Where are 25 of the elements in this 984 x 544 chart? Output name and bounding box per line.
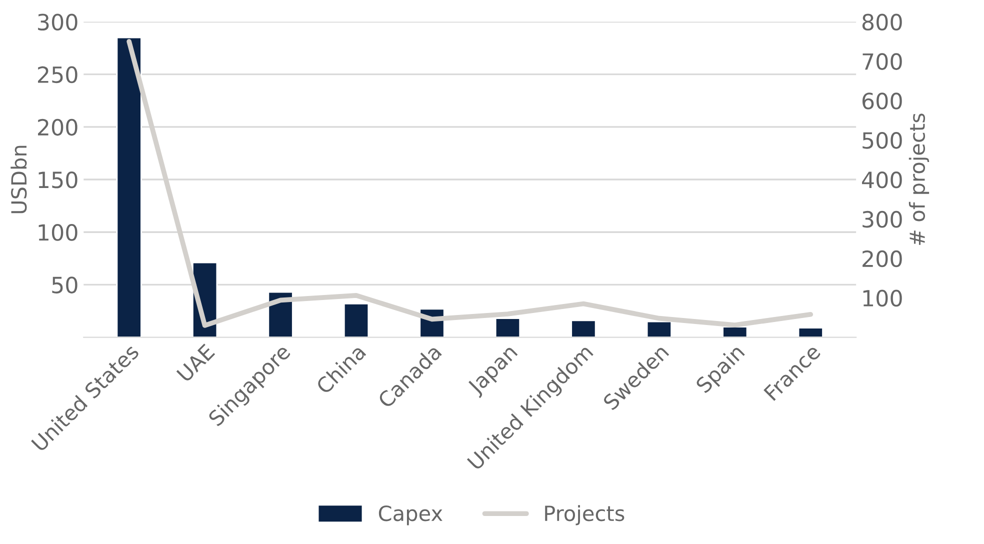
y2-tick-label: 100 — [863, 290, 902, 307]
bar — [798, 327, 824, 338]
y-tick-label: 200 — [38, 118, 78, 136]
y2-tick-label: 400 — [862, 171, 902, 188]
y2-tick-label: 200 — [862, 250, 902, 268]
y-tick-label: 50 — [52, 276, 78, 294]
y2-tick-label: 600 — [862, 92, 902, 110]
bar — [343, 302, 370, 338]
bar — [494, 318, 521, 338]
line-series — [126, 39, 814, 328]
y-tick-label: 250 — [38, 66, 78, 84]
y2-tick-label: 500 — [862, 132, 902, 149]
y-tick-label: 150 — [38, 171, 78, 188]
bar — [116, 36, 142, 338]
y2-tick-label: 700 — [862, 53, 902, 70]
bar — [646, 320, 672, 338]
y2-tick-label: 800 — [862, 14, 902, 31]
legend-label: Capex — [378, 505, 442, 526]
y2-tick-label: 300 — [862, 210, 902, 228]
y-tick-label: 300 — [38, 14, 78, 31]
y2-axis-title: # of projects — [908, 114, 930, 245]
legend-label: Projects — [545, 505, 624, 526]
bar — [570, 320, 596, 338]
y-tick-label: 100 — [38, 224, 78, 241]
y-axis-title: USDbn — [10, 146, 27, 214]
